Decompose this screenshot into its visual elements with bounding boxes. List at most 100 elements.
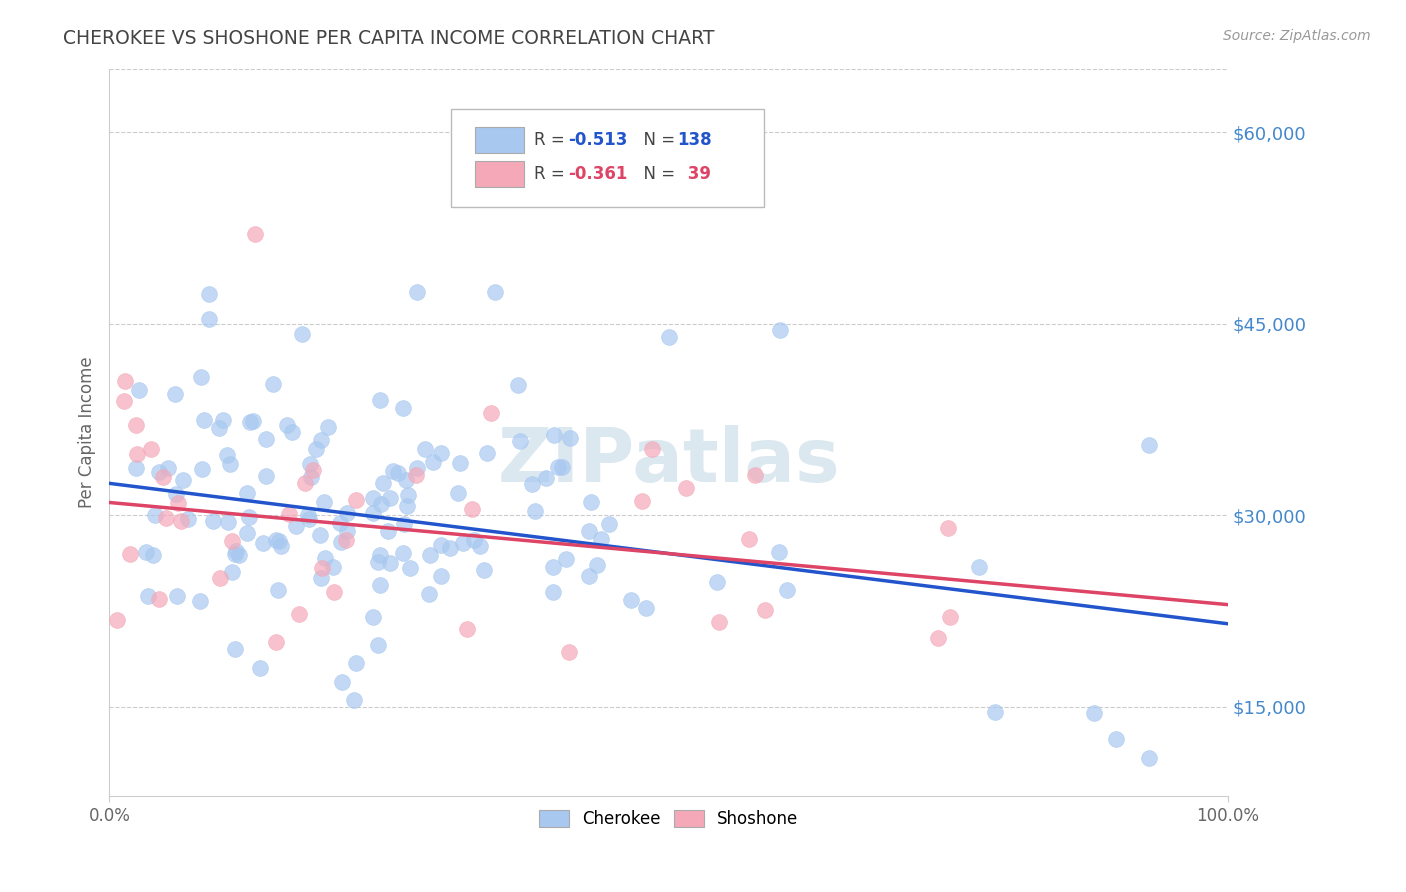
Point bbox=[363, 610, 385, 624]
Point bbox=[395, 473, 418, 487]
Point bbox=[330, 535, 353, 549]
Point bbox=[193, 413, 215, 427]
Point bbox=[224, 547, 246, 561]
Point bbox=[520, 477, 543, 491]
Point bbox=[368, 392, 391, 407]
Point bbox=[439, 541, 461, 556]
Point bbox=[1139, 751, 1161, 765]
Point bbox=[288, 607, 311, 621]
Point bbox=[252, 536, 274, 550]
Point bbox=[155, 511, 177, 525]
Point bbox=[707, 615, 730, 630]
Point bbox=[430, 568, 453, 582]
Point bbox=[394, 517, 416, 532]
Text: N =: N = bbox=[633, 165, 681, 183]
Point bbox=[449, 456, 471, 470]
Point bbox=[579, 494, 602, 508]
Text: N =: N = bbox=[633, 131, 681, 149]
Point bbox=[139, 442, 162, 456]
Point bbox=[262, 376, 284, 391]
Point bbox=[302, 463, 325, 477]
Point bbox=[472, 563, 495, 577]
Point bbox=[166, 590, 188, 604]
Point bbox=[578, 524, 600, 539]
Point bbox=[208, 571, 231, 585]
Point bbox=[142, 548, 165, 562]
Point bbox=[631, 494, 654, 508]
Text: R =: R = bbox=[534, 165, 571, 183]
Point bbox=[967, 560, 990, 574]
Text: CHEROKEE VS SHOSHONE PER CAPITA INCOME CORRELATION CHART: CHEROKEE VS SHOSHONE PER CAPITA INCOME C… bbox=[63, 29, 714, 47]
Point bbox=[309, 527, 332, 541]
Point bbox=[589, 532, 612, 546]
Point bbox=[367, 555, 389, 569]
Point bbox=[479, 406, 502, 420]
Point bbox=[172, 473, 194, 487]
Point bbox=[330, 674, 353, 689]
Point bbox=[335, 533, 357, 548]
Point bbox=[125, 417, 148, 432]
Point bbox=[769, 323, 792, 337]
Text: 39: 39 bbox=[682, 165, 711, 183]
Point bbox=[224, 642, 246, 657]
Point bbox=[336, 524, 359, 539]
Point bbox=[598, 517, 620, 532]
Point bbox=[468, 539, 491, 553]
Point bbox=[377, 524, 399, 538]
Point bbox=[463, 533, 485, 548]
Point bbox=[221, 566, 243, 580]
Point bbox=[936, 521, 959, 535]
Point bbox=[148, 465, 170, 479]
Point bbox=[508, 377, 530, 392]
Point bbox=[406, 285, 429, 299]
Point bbox=[294, 475, 316, 490]
Point bbox=[264, 635, 287, 649]
Point bbox=[128, 384, 150, 398]
Point bbox=[361, 507, 384, 521]
Point bbox=[396, 488, 419, 502]
Point bbox=[143, 508, 166, 522]
Point bbox=[551, 460, 574, 475]
Point bbox=[541, 585, 564, 599]
Point bbox=[447, 486, 470, 500]
Point bbox=[309, 571, 332, 585]
Point bbox=[318, 419, 340, 434]
Point bbox=[228, 548, 250, 562]
Point bbox=[675, 481, 697, 495]
Point bbox=[620, 592, 643, 607]
Point bbox=[586, 558, 609, 573]
Point bbox=[1139, 438, 1161, 452]
Point bbox=[157, 460, 180, 475]
Point bbox=[322, 560, 344, 574]
Point bbox=[304, 442, 326, 456]
Point bbox=[297, 508, 319, 522]
Point bbox=[776, 583, 799, 598]
Point bbox=[236, 486, 259, 500]
Point bbox=[419, 548, 441, 562]
Point bbox=[208, 421, 231, 435]
Point bbox=[509, 434, 531, 448]
Point bbox=[754, 603, 776, 617]
Point bbox=[641, 442, 664, 456]
Point bbox=[176, 512, 198, 526]
Point bbox=[285, 518, 308, 533]
Point bbox=[343, 693, 366, 707]
Point bbox=[387, 467, 409, 481]
Point bbox=[392, 401, 415, 415]
Point bbox=[215, 448, 238, 462]
Point bbox=[243, 227, 266, 242]
Point bbox=[451, 536, 474, 550]
Point bbox=[418, 587, 440, 601]
Point bbox=[534, 471, 557, 485]
Point bbox=[523, 504, 546, 518]
Point bbox=[557, 645, 579, 659]
Point bbox=[219, 457, 242, 471]
Point bbox=[105, 613, 128, 627]
Text: ZIPatlas: ZIPatlas bbox=[498, 425, 839, 498]
Point bbox=[201, 514, 224, 528]
Point bbox=[344, 656, 367, 670]
Point bbox=[405, 468, 427, 483]
Point bbox=[249, 661, 271, 675]
Point bbox=[543, 427, 565, 442]
Point bbox=[269, 533, 291, 548]
